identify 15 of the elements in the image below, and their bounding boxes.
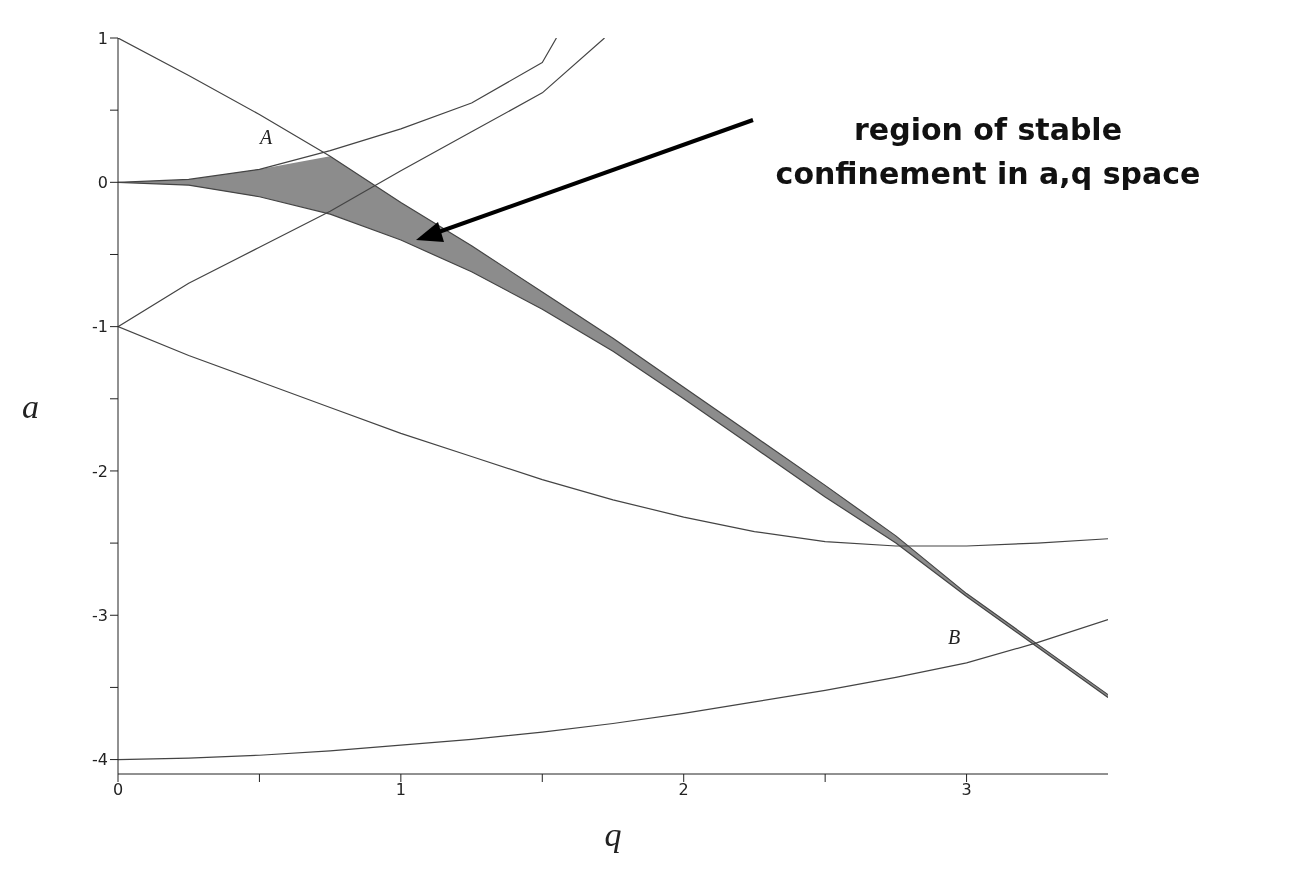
y-tick-label: 0 [97, 172, 108, 192]
annotation: region of stable confinement in a,q space [774, 111, 1202, 193]
annotation: A [260, 126, 273, 149]
annotation: B [948, 626, 961, 649]
y-axis-title: a [22, 388, 39, 426]
x-tick-label: 0 [112, 780, 124, 800]
x-tick-label: 2 [678, 780, 689, 800]
x-tick-label: 3 [961, 780, 972, 800]
y-tick-label: -3 [92, 605, 108, 625]
x-tick-label: 1 [395, 780, 406, 800]
x-axis-title: q [604, 816, 622, 853]
y-tick-label: -4 [92, 750, 108, 770]
y-tick-label: 1 [97, 28, 108, 48]
y-tick-label: -2 [92, 461, 108, 481]
y-tick-label: -1 [92, 317, 108, 337]
